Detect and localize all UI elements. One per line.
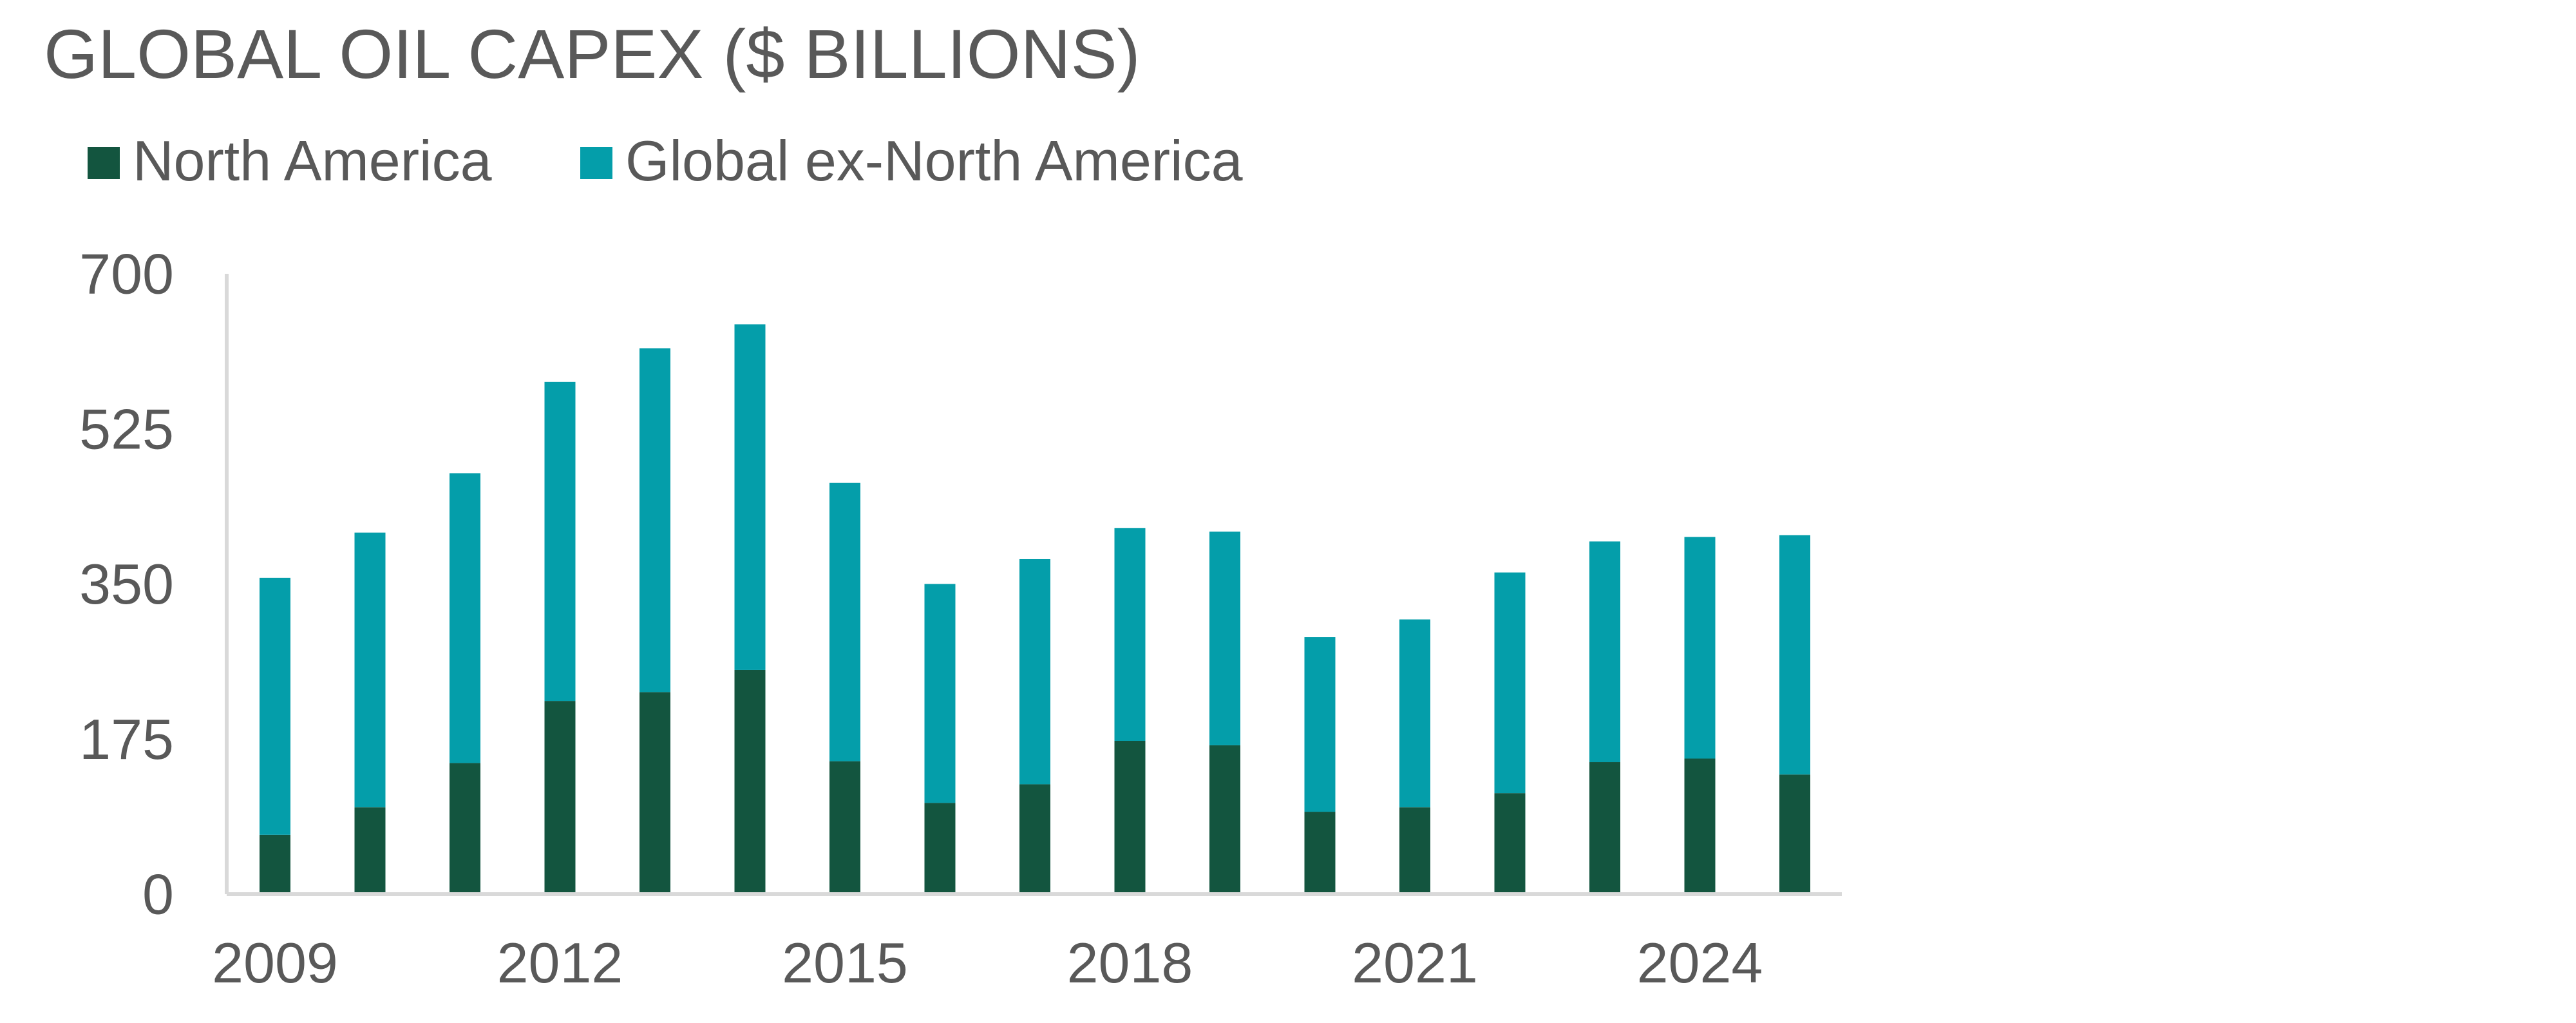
bar-north-america-2025 xyxy=(1779,774,1810,894)
bar-global-ex-north-america-2023 xyxy=(1589,541,1620,763)
bar-north-america-2013 xyxy=(639,692,670,894)
chart-title: GLOBAL OIL CAPEX ($ BILLIONS) xyxy=(44,15,1141,93)
bar-global-ex-north-america-2010 xyxy=(354,532,386,808)
bar-global-ex-north-america-2014 xyxy=(734,324,766,670)
bar-north-america-2017 xyxy=(1019,784,1050,894)
y-tick-label-0: 0 xyxy=(142,863,174,926)
x-tick-label-2021: 2021 xyxy=(1352,931,1478,995)
bar-global-ex-north-america-2015 xyxy=(829,483,860,761)
x-tick-label-2009: 2009 xyxy=(212,931,338,995)
bar-global-ex-north-america-2012 xyxy=(544,381,576,702)
bar-global-ex-north-america-2019 xyxy=(1209,531,1240,745)
legend-label-global-ex-north-america: Global ex-North America xyxy=(625,129,1243,193)
bar-north-america-2023 xyxy=(1589,762,1620,894)
y-tick-label-525: 525 xyxy=(79,397,174,461)
y-tick-label-350: 350 xyxy=(79,552,174,616)
bar-north-america-2012 xyxy=(544,701,576,894)
bar-global-ex-north-america-2021 xyxy=(1399,619,1430,808)
bar-global-ex-north-america-2018 xyxy=(1114,528,1146,741)
legend-swatch-global-ex-north-america xyxy=(580,147,612,179)
bar-north-america-2019 xyxy=(1209,745,1240,894)
bar-north-america-2018 xyxy=(1114,741,1146,894)
bar-global-ex-north-america-2011 xyxy=(450,473,480,763)
x-tick-label-2015: 2015 xyxy=(782,931,908,995)
y-tick-label-700: 700 xyxy=(79,242,174,306)
bar-north-america-2022 xyxy=(1494,793,1526,894)
legend-label-north-america: North America xyxy=(133,129,492,193)
bar-north-america-2009 xyxy=(260,834,290,894)
bar-global-ex-north-america-2016 xyxy=(924,584,956,803)
bar-north-america-2011 xyxy=(450,763,480,894)
bar-global-ex-north-america-2013 xyxy=(639,348,670,693)
x-tick-label-2024: 2024 xyxy=(1637,931,1763,995)
bar-north-america-2014 xyxy=(734,669,766,894)
y-tick-label-175: 175 xyxy=(79,707,174,771)
bar-global-ex-north-america-2022 xyxy=(1494,572,1526,794)
bar-global-ex-north-america-2017 xyxy=(1019,559,1050,785)
bar-north-america-2021 xyxy=(1399,807,1430,894)
bar-north-america-2010 xyxy=(354,807,386,894)
x-tick-label-2018: 2018 xyxy=(1067,931,1193,995)
bar-north-america-2020 xyxy=(1304,812,1336,894)
bar-global-ex-north-america-2009 xyxy=(260,577,290,835)
bar-global-ex-north-america-2024 xyxy=(1684,537,1716,759)
bar-north-america-2015 xyxy=(829,761,860,894)
bar-north-america-2024 xyxy=(1684,758,1716,894)
x-tick-label-2012: 2012 xyxy=(497,931,623,995)
legend-swatch-north-america xyxy=(88,147,120,179)
bar-global-ex-north-america-2025 xyxy=(1779,535,1810,775)
bar-global-ex-north-america-2020 xyxy=(1304,637,1336,812)
bar-north-america-2016 xyxy=(924,803,956,894)
